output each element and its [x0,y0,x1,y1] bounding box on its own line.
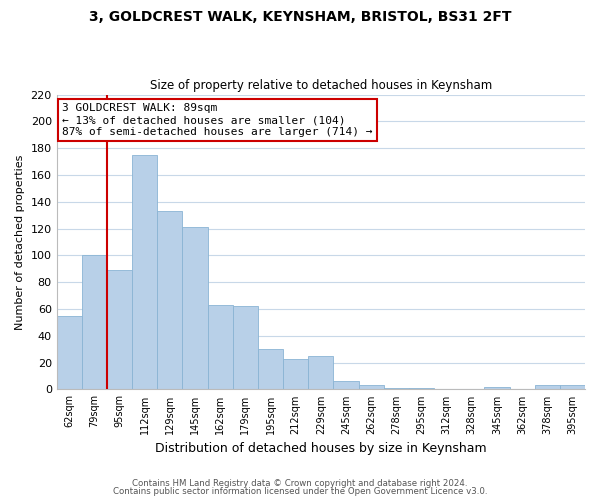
Bar [233,306,258,390]
Y-axis label: Number of detached properties: Number of detached properties [15,154,25,330]
Bar [384,388,409,390]
Bar [484,386,509,390]
Bar [334,382,359,390]
Text: 3 GOLDCREST WALK: 89sqm
← 13% of detached houses are smaller (104)
87% of semi-d: 3 GOLDCREST WALK: 89sqm ← 13% of detache… [62,104,373,136]
Bar [157,211,182,390]
Bar [283,358,308,390]
Bar [308,356,334,390]
Bar [409,388,434,390]
Title: Size of property relative to detached houses in Keynsham: Size of property relative to detached ho… [150,79,492,92]
Bar [208,305,233,390]
Bar [182,227,208,390]
Text: Contains public sector information licensed under the Open Government Licence v3: Contains public sector information licen… [113,487,487,496]
Bar [535,386,560,390]
Bar [359,386,384,390]
Bar [560,386,585,390]
X-axis label: Distribution of detached houses by size in Keynsham: Distribution of detached houses by size … [155,442,487,455]
Text: Contains HM Land Registry data © Crown copyright and database right 2024.: Contains HM Land Registry data © Crown c… [132,478,468,488]
Bar [56,316,82,390]
Bar [258,349,283,390]
Bar [132,155,157,390]
Bar [82,256,107,390]
Bar [107,270,132,390]
Text: 3, GOLDCREST WALK, KEYNSHAM, BRISTOL, BS31 2FT: 3, GOLDCREST WALK, KEYNSHAM, BRISTOL, BS… [89,10,511,24]
